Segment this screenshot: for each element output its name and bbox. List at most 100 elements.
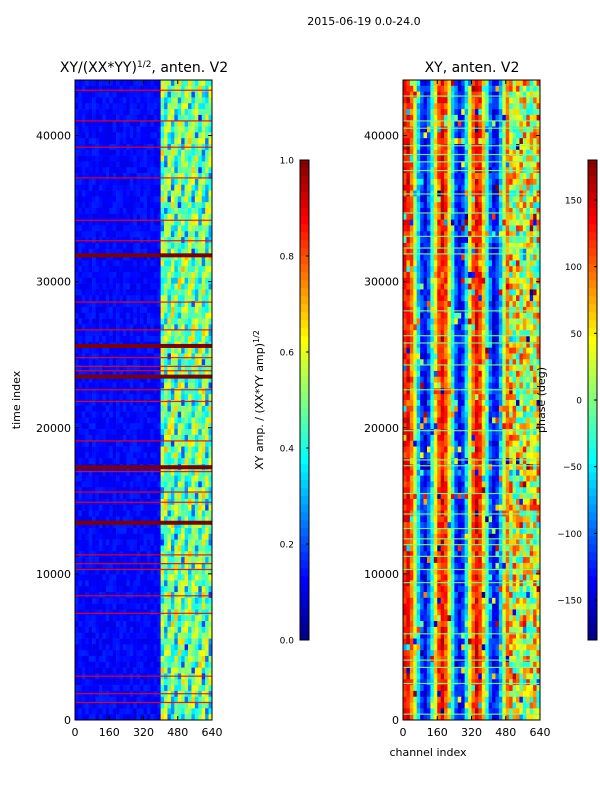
heatmap-cell (81, 452, 86, 459)
heatmap-cell (133, 667, 137, 674)
heatmap-cell (208, 667, 213, 674)
heatmap-cell (133, 516, 137, 523)
flagged-row (75, 365, 212, 367)
heatmap-cell (205, 283, 209, 290)
heatmap-cell (122, 109, 127, 116)
heatmap-cell (205, 656, 209, 663)
heatmap-cell (116, 440, 120, 447)
heatmap-cell (136, 650, 141, 657)
heatmap-cell (474, 103, 479, 110)
heatmap-cell (205, 301, 209, 308)
heatmap-cell (201, 475, 206, 482)
heatmap-cell (205, 702, 209, 709)
heatmap-cell (92, 97, 96, 104)
heatmap-cell (133, 312, 137, 319)
heatmap-cell (433, 91, 438, 98)
heatmap-cell (129, 103, 134, 110)
heatmap-cell (112, 301, 117, 308)
heatmap-cell (198, 266, 203, 273)
heatmap-cell (119, 708, 124, 715)
heatmap-cell (112, 656, 117, 663)
heatmap-cell (170, 120, 175, 127)
heatmap-cell (143, 196, 148, 203)
heatmap-cell (102, 481, 107, 488)
heatmap-cell (109, 109, 113, 116)
heatmap-cell (164, 417, 168, 424)
heatmap-cell (95, 545, 100, 552)
heatmap-cell (191, 365, 196, 372)
heatmap-cell (81, 475, 86, 482)
heatmap-cell (167, 266, 172, 273)
heatmap-cell (167, 173, 172, 180)
heatmap-cell (205, 330, 209, 337)
heatmap-cell (164, 370, 168, 378)
heatmap-cell (116, 452, 120, 459)
heatmap-cell (174, 155, 179, 162)
heatmap-cell (143, 592, 148, 599)
heatmap-cell (188, 458, 192, 465)
heatmap-cell (92, 400, 96, 407)
heatmap-cell (143, 376, 148, 383)
heatmap-cell (88, 336, 93, 343)
heatmap-cell (126, 487, 131, 494)
heatmap-cell (126, 173, 131, 180)
heatmap-cell (140, 301, 144, 308)
heatmap-cell (105, 376, 110, 383)
heatmap-cell (536, 80, 541, 87)
heatmap-cell (164, 510, 168, 517)
heatmap-cell (177, 324, 182, 331)
heatmap-cell (129, 714, 134, 721)
heatmap-cell (95, 685, 100, 692)
heatmap-cell (188, 580, 192, 587)
heatmap-cell (481, 132, 486, 139)
colorbar-segment (300, 424, 309, 433)
heatmap-cell (146, 388, 151, 395)
heatmap-cell (112, 353, 117, 360)
heatmap-cell (157, 440, 161, 447)
heatmap-cell (492, 120, 496, 127)
heatmap-cell (181, 97, 185, 104)
heatmap-cell (516, 114, 520, 122)
heatmap-cell (174, 312, 179, 319)
heatmap-cell (164, 219, 168, 226)
heatmap-cell (526, 126, 531, 133)
heatmap-cell (157, 272, 161, 279)
heatmap-cell (112, 155, 117, 162)
heatmap-cell (85, 679, 89, 686)
heatmap-cell (126, 405, 131, 412)
heatmap-cell (188, 504, 192, 511)
heatmap-cell (119, 400, 124, 407)
heatmap-cell (122, 301, 127, 308)
heatmap-cell (112, 621, 117, 628)
heatmap-cell (174, 522, 179, 529)
heatmap-cell (95, 603, 100, 610)
heatmap-cell (75, 481, 79, 488)
heatmap-cell (105, 615, 110, 622)
heatmap-cell (140, 603, 144, 610)
heatmap-cell (194, 149, 199, 156)
heatmap-cell (143, 522, 148, 529)
heatmap-cell (174, 161, 179, 168)
heatmap-cell (102, 434, 107, 442)
heatmap-cell (188, 103, 192, 110)
heatmap-cell (177, 434, 182, 442)
heatmap-cell (143, 388, 148, 395)
heatmap-cell (85, 557, 89, 564)
heatmap-cell (88, 568, 93, 575)
heatmap-cell (109, 533, 113, 540)
heatmap-cell (160, 632, 165, 639)
heatmap-cell (471, 97, 476, 104)
heatmap-cell (181, 592, 185, 599)
heatmap-cell (177, 423, 182, 430)
heatmap-cell (140, 714, 144, 721)
heatmap-cell (112, 190, 117, 197)
heatmap-cell (109, 114, 113, 122)
heatmap-cell (85, 301, 89, 308)
heatmap-cell (167, 149, 172, 156)
heatmap-cell (129, 685, 134, 692)
heatmap-cell (536, 97, 541, 104)
heatmap-cell (191, 173, 196, 180)
heatmap-cell (170, 97, 175, 104)
heatmap-cell (157, 557, 161, 564)
heatmap-cell (85, 260, 89, 267)
